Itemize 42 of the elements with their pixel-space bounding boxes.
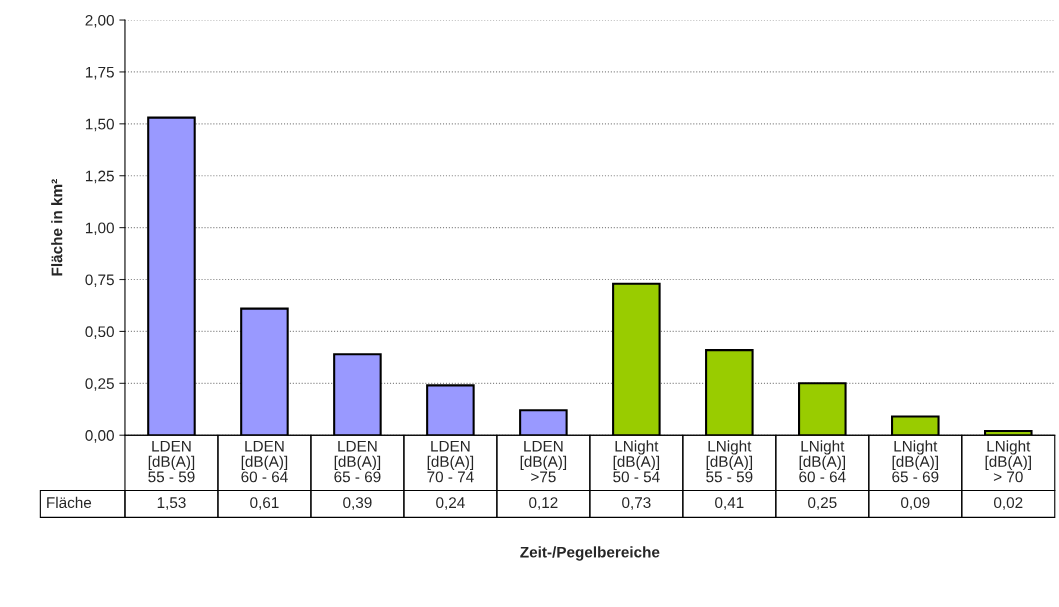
data-label: 0,73 <box>622 497 651 510</box>
bar <box>519 409 568 436</box>
bar <box>891 415 940 436</box>
x-axis-title: Zeit-/Pegelbereiche <box>520 546 660 561</box>
y-tick-label: 1,00 <box>85 222 114 236</box>
x-tick-label: LNight [dB(A)] 55 - 59 <box>706 440 753 483</box>
bar <box>983 430 1033 436</box>
y-axis-title: Fläche in km² <box>51 179 63 276</box>
y-tick-label: 1,25 <box>85 170 114 184</box>
data-label: 0,61 <box>250 497 279 510</box>
bar <box>798 382 847 436</box>
y-tick-label: 1,50 <box>85 118 114 132</box>
text: Fläche <box>47 496 92 509</box>
y-tick-label: 0,25 <box>85 378 114 391</box>
data-label: 0,39 <box>343 497 372 510</box>
data-label: 0,24 <box>436 497 465 510</box>
y-tick-label: 1,75 <box>85 66 114 80</box>
bar <box>147 116 196 436</box>
x-tick-label: LDEN [dB(A)] 55 - 59 <box>148 440 195 483</box>
x-tick-label: LDEN [dB(A)] >75 <box>520 440 567 483</box>
x-tick-label: LDEN [dB(A)] 60 - 64 <box>241 440 288 483</box>
data-label: 0,41 <box>715 497 744 510</box>
bar <box>612 282 661 436</box>
x-tick-label: LDEN [dB(A)] 70 - 74 <box>427 440 474 483</box>
data-label: 0,09 <box>901 497 930 510</box>
bar <box>333 353 382 436</box>
x-tick-label: LNight [dB(A)] 65 - 69 <box>892 440 939 483</box>
y-tick-label: 2,00 <box>85 14 114 28</box>
x-tick-label: LNight [dB(A)] 60 - 64 <box>799 440 846 483</box>
y-tick-label: 0,00 <box>85 430 114 443</box>
data-label: 0,12 <box>529 497 558 510</box>
x-tick-label: LNight [dB(A)] 50 - 54 <box>613 440 660 483</box>
data-label: 1,53 <box>157 497 186 510</box>
bar <box>705 349 754 436</box>
x-tick-label: LDEN [dB(A)] 65 - 69 <box>334 440 381 483</box>
bar <box>240 307 289 436</box>
x-tick-label: LNight [dB(A)] > 70 <box>985 440 1031 483</box>
bar <box>426 384 475 436</box>
y-tick-label: 0,50 <box>85 326 114 339</box>
data-label: 0,25 <box>808 497 837 510</box>
data-label: 0,02 <box>994 497 1023 510</box>
y-tick-label: 0,75 <box>85 274 114 288</box>
